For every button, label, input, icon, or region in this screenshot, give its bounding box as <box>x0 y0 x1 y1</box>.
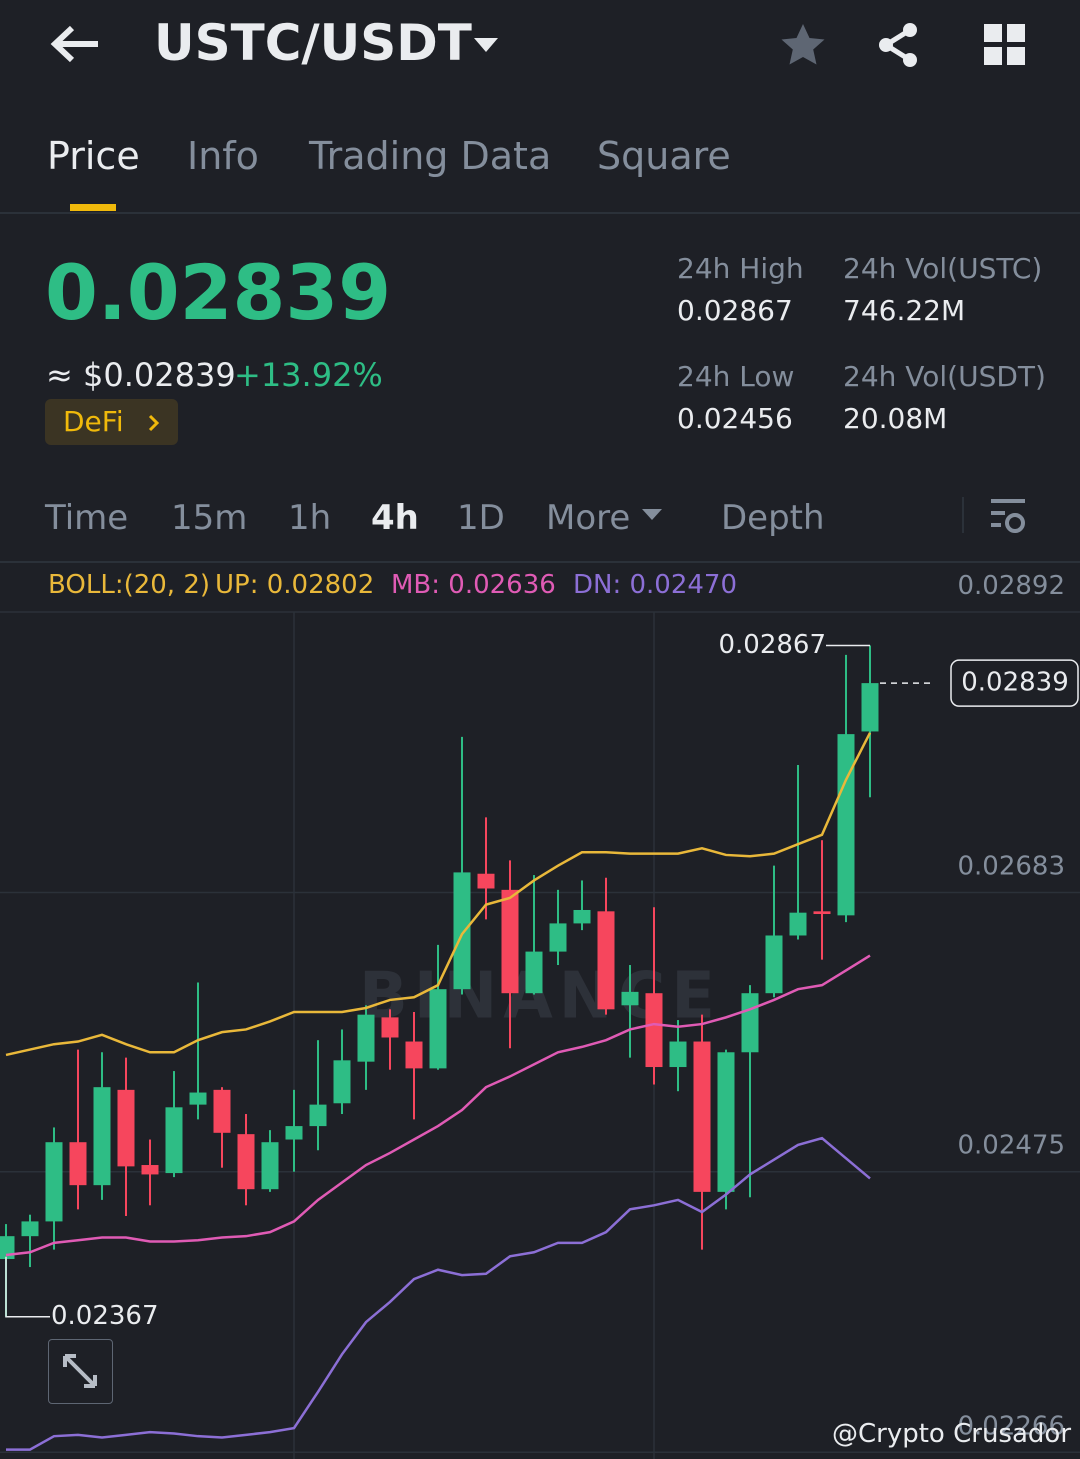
candle-body <box>333 1060 351 1104</box>
candle-body <box>165 1107 183 1174</box>
interval[interactable]: 15m <box>171 498 248 538</box>
candle-body <box>429 989 447 1069</box>
boll-line <box>6 1136 871 1451</box>
candle-body <box>93 1087 111 1186</box>
candle-body <box>189 1092 207 1105</box>
candle-body <box>621 991 639 1006</box>
candle-body <box>597 911 615 1010</box>
divider <box>962 497 964 533</box>
interval[interactable]: Time <box>45 498 129 538</box>
boll-line <box>5 954 871 1257</box>
last-price-box <box>950 659 1079 707</box>
credit: @Crypto Crusador <box>832 1419 1072 1449</box>
indicator-label: BOLL:(20, 2) <box>48 570 210 600</box>
candle-body <box>141 1165 159 1175</box>
grid-icon[interactable] <box>984 24 1026 66</box>
expand-button[interactable] <box>48 1339 113 1404</box>
candle-body <box>453 872 471 990</box>
candle-body <box>45 1142 63 1222</box>
tab[interactable]: Info <box>187 134 259 178</box>
fiat-price: ≈ $0.02839 <box>46 356 236 394</box>
candle-body <box>285 1126 303 1140</box>
y-tick-label: 0.02892 <box>957 571 1065 601</box>
tab[interactable]: Price <box>47 134 140 178</box>
pair-title[interactable]: USTC/USDT <box>154 14 472 72</box>
stat-label: 24h Vol(USTC) <box>843 252 1043 285</box>
candle-body <box>69 1142 87 1186</box>
stat-label: 24h Low <box>677 360 795 393</box>
min-leader <box>5 1256 50 1318</box>
stat-label: 24h Vol(USDT) <box>843 360 1046 393</box>
candle-body <box>669 1041 687 1068</box>
candle-body <box>765 935 783 994</box>
more-caret <box>642 509 662 520</box>
tab[interactable]: Trading Data <box>309 134 552 178</box>
tab[interactable]: Square <box>597 134 731 178</box>
max-label: 0.02867 <box>718 630 826 660</box>
tag[interactable]: DeFi <box>63 405 124 438</box>
stat-label: 24h High <box>677 252 804 285</box>
candle-body <box>477 873 495 889</box>
price-change: +13.92% <box>234 356 383 394</box>
interval[interactable]: Depth <box>721 498 825 538</box>
favorite-icon[interactable] <box>780 22 826 68</box>
candle-body <box>21 1221 39 1237</box>
interval[interactable]: More <box>546 498 631 538</box>
stat-value: 0.02867 <box>677 294 793 327</box>
candle-body <box>237 1134 255 1190</box>
interval[interactable]: 4h <box>371 498 419 538</box>
back-button[interactable] <box>50 24 102 64</box>
legend-entry: DN: 0.02470 <box>573 570 737 600</box>
candle-body <box>789 912 807 936</box>
legend-entry: UP: 0.02802 <box>215 570 374 600</box>
candle-body <box>717 1052 735 1192</box>
candle-body <box>693 1041 711 1192</box>
candle-body <box>645 993 663 1068</box>
interval[interactable]: 1h <box>288 498 332 538</box>
candle-body <box>837 734 855 916</box>
candle-body <box>573 909 591 924</box>
candle-body <box>813 911 831 915</box>
stat-value: 20.08M <box>843 402 948 435</box>
y-tick-label: 0.02475 <box>957 1131 1065 1161</box>
divider <box>0 561 1080 563</box>
divider <box>0 212 1080 214</box>
candle-body <box>741 993 759 1053</box>
interval[interactable]: 1D <box>457 498 505 538</box>
candle-body <box>501 889 519 994</box>
boll-line <box>5 732 872 1057</box>
settings-icon[interactable] <box>989 497 1029 535</box>
stat-value: 746.22M <box>843 294 966 327</box>
candle-body <box>549 923 567 952</box>
candle-body <box>117 1089 135 1167</box>
last-price: 0.02839 <box>45 248 392 337</box>
share-icon[interactable] <box>876 22 922 68</box>
candle-body <box>261 1142 279 1190</box>
candle-body <box>381 1017 399 1038</box>
candle-body <box>861 683 879 732</box>
y-tick-label: 0.02683 <box>957 852 1065 882</box>
y-tick-label: 0.02266 <box>957 1411 1065 1441</box>
candle-body <box>357 1014 375 1062</box>
candle-body <box>213 1089 231 1133</box>
min-label: 0.02367 <box>51 1301 159 1331</box>
candle-body <box>525 951 543 994</box>
candle-body <box>309 1104 327 1127</box>
tag-chevron <box>148 414 160 432</box>
candle-body <box>405 1041 423 1069</box>
stat-value: 0.02456 <box>677 402 793 435</box>
last-price-tag: 0.02839 <box>961 668 1069 698</box>
legend-entry: MB: 0.02636 <box>391 570 556 600</box>
pair-dropdown[interactable] <box>472 36 500 54</box>
tab-indicator <box>70 204 116 211</box>
